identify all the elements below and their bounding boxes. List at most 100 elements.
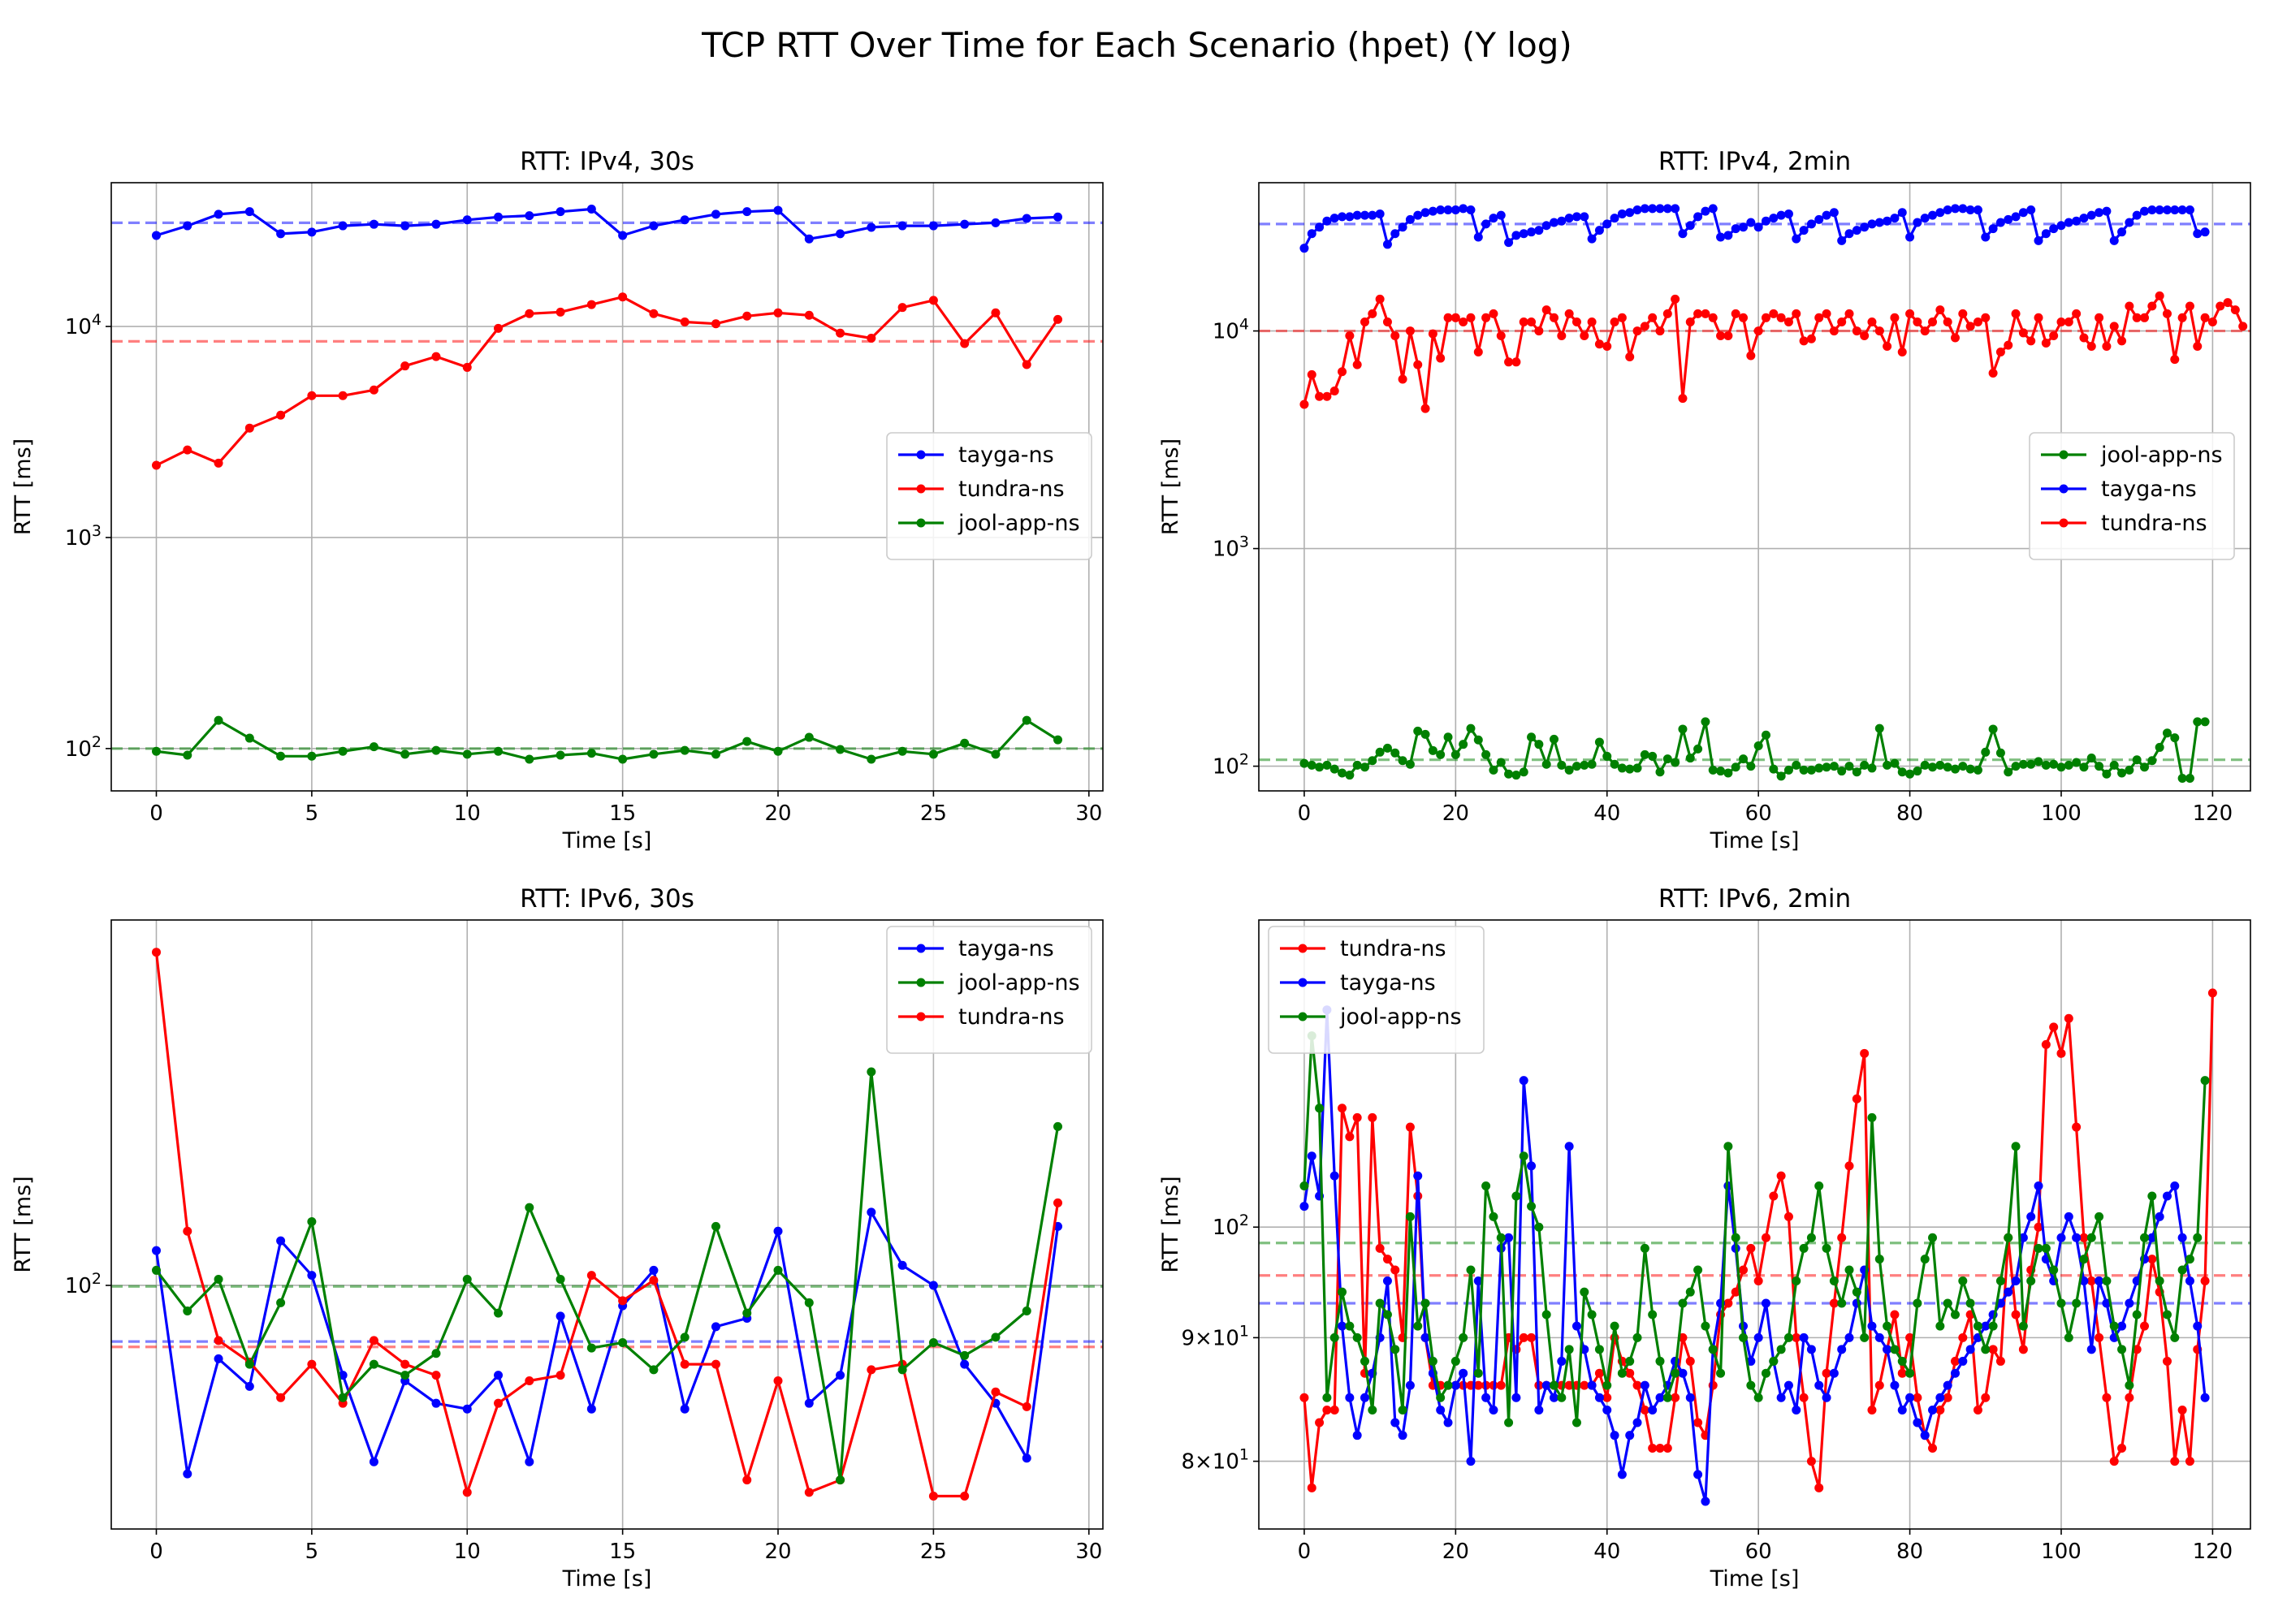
data-point-tundra-ns [1352,1112,1362,1122]
data-point-tayga-ns [1776,1393,1786,1402]
data-point-tayga-ns [1829,1368,1839,1378]
data-point-tayga-ns [2193,1321,2203,1331]
data-point-jool-app-ns [1405,759,1415,769]
data-point-jool-app-ns [2147,1191,2157,1201]
data-point-tayga-ns [711,1322,720,1332]
data-point-tundra-ns [462,1488,472,1497]
data-point-tundra-ns [1799,336,1809,346]
data-point-jool-app-ns [1587,1310,1597,1320]
data-point-tundra-ns [2162,309,2172,318]
data-point-jool-app-ns [1988,1321,1998,1331]
data-point-tundra-ns [1648,1444,1658,1453]
data-point-tayga-ns [1799,226,1809,235]
data-point-tayga-ns [1481,1393,1491,1402]
data-point-jool-app-ns [1965,764,1975,774]
data-point-tayga-ns [1860,222,1870,232]
series-jool-app-ns [152,715,1062,764]
data-point-tundra-ns [556,307,565,317]
data-point-tayga-ns [1329,1171,1339,1181]
data-point-tundra-ns [1874,326,1884,336]
data-point-tayga-ns [494,212,504,222]
data-point-jool-app-ns [1557,760,1567,770]
legend-label: tundra-ns [2101,511,2207,536]
data-point-tayga-ns [1541,221,1551,231]
x-tick-label: 60 [1745,1540,1772,1564]
data-point-tayga-ns [1534,226,1544,235]
data-point-jool-app-ns [307,1217,317,1227]
data-point-tayga-ns [1920,1431,1930,1440]
data-point-jool-app-ns [1678,724,1688,734]
data-point-jool-app-ns [276,1298,286,1307]
data-point-jool-app-ns [1648,1310,1658,1320]
x-tick-label: 120 [2193,1540,2233,1564]
data-point-tayga-ns [1761,1298,1770,1308]
data-point-jool-app-ns [2072,1298,2082,1308]
data-point-jool-app-ns [960,1350,970,1360]
data-point-tayga-ns [1708,204,1718,214]
data-point-tayga-ns [1450,1380,1460,1390]
data-point-jool-app-ns [1897,767,1907,777]
data-point-jool-app-ns [1557,1393,1567,1402]
data-point-jool-app-ns [680,745,690,755]
data-point-tayga-ns [680,1404,690,1414]
data-point-jool-app-ns [1390,748,1400,758]
data-point-jool-app-ns [1329,1332,1339,1342]
data-point-tayga-ns [1466,205,1476,214]
data-point-jool-app-ns [1450,749,1460,759]
data-point-jool-app-ns [1022,1307,1031,1316]
data-point-tayga-ns [244,1381,254,1391]
data-point-jool-app-ns [2026,759,2036,769]
data-point-tayga-ns [1413,1171,1423,1181]
data-point-tayga-ns [431,219,441,229]
data-point-jool-app-ns [1935,1321,1945,1331]
data-point-tayga-ns [928,1281,938,1290]
series-tayga-ns [152,204,1062,244]
data-point-jool-app-ns [1655,1356,1665,1366]
data-point-tundra-ns [1769,309,1779,318]
data-point-jool-app-ns [1459,740,1468,749]
data-point-jool-app-ns [462,1275,472,1285]
data-point-jool-app-ns [1571,762,1581,771]
data-point-tayga-ns [1587,234,1597,244]
x-tick-label: 100 [2041,1540,2082,1564]
data-point-jool-app-ns [1489,1212,1498,1221]
axes-frame [1258,919,2251,1530]
data-point-jool-app-ns [2064,1332,2073,1342]
data-point-tayga-ns [928,221,938,231]
data-point-tayga-ns [1950,204,1960,214]
data-point-tundra-ns [338,391,348,400]
data-point-tundra-ns [1345,1132,1355,1142]
data-point-jool-app-ns [618,754,628,764]
data-point-tundra-ns [2086,341,2096,351]
data-point-tayga-ns [1617,209,1627,218]
data-point-tundra-ns [1436,353,1446,363]
data-point-tundra-ns [1799,1393,1809,1402]
data-point-tayga-ns [1867,219,1877,229]
data-point-tundra-ns [431,352,441,361]
data-point-tundra-ns [1988,1345,1998,1354]
data-point-tundra-ns [2132,313,2142,322]
data-point-tundra-ns [525,1376,534,1385]
data-point-jool-app-ns [462,749,472,759]
data-point-tundra-ns [1920,326,1930,336]
data-point-jool-app-ns [2125,1380,2134,1390]
data-point-tundra-ns [1496,1380,1506,1390]
data-point-tayga-ns [1792,234,1801,244]
data-point-jool-app-ns [2064,760,2073,770]
data-point-tayga-ns [1338,1321,1347,1331]
data-point-jool-app-ns [2162,1310,2172,1320]
data-point-tayga-ns [1436,205,1446,214]
data-point-tundra-ns [1928,1444,1938,1453]
data-point-tundra-ns [1844,309,1854,318]
data-point-tayga-ns [1662,204,1672,214]
data-point-tayga-ns [1867,1321,1877,1331]
data-point-tundra-ns [649,309,659,318]
data-point-tayga-ns [1814,214,1824,224]
data-point-tayga-ns [1943,205,1952,214]
data-point-tundra-ns [1995,1356,2005,1366]
data-point-jool-app-ns [1905,1368,1915,1378]
data-point-tundra-ns [2011,1310,2021,1320]
data-point-jool-app-ns [1829,1276,1839,1286]
data-point-jool-app-ns [711,1221,720,1231]
data-point-tundra-ns [1943,317,1952,326]
